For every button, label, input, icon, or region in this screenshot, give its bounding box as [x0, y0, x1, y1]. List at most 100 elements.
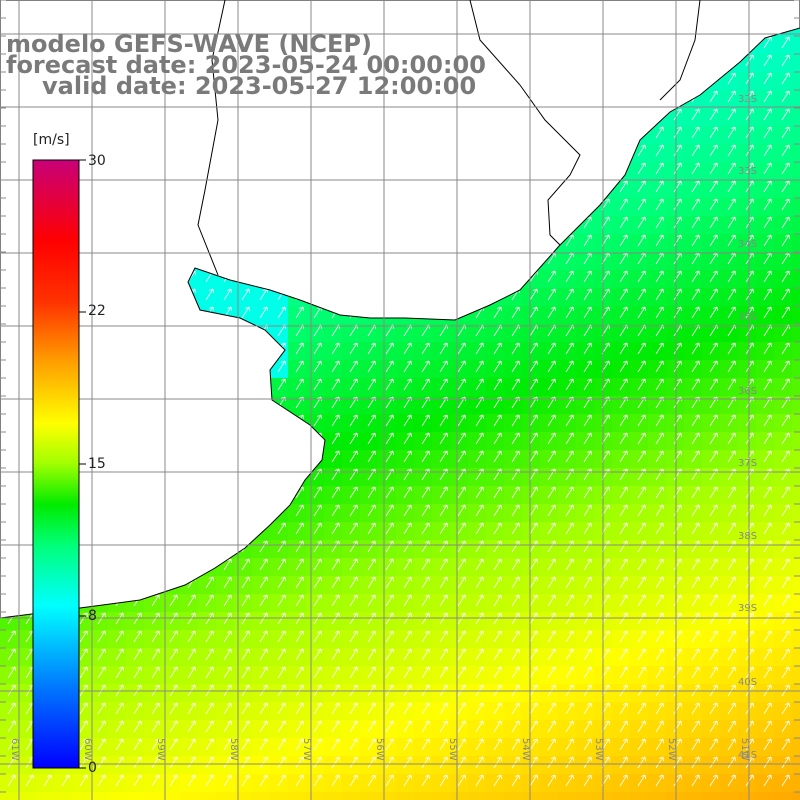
speed-cell: [630, 738, 648, 756]
speed-cell: [144, 792, 162, 800]
speed-cell: [378, 648, 396, 666]
speed-cell: [576, 684, 594, 702]
speed-cell: [576, 774, 594, 792]
wind-arrow: [583, 774, 592, 787]
speed-cell: [558, 684, 576, 702]
speed-cell: [774, 414, 792, 432]
speed-cell: [324, 756, 342, 774]
speed-cell: [486, 396, 504, 414]
speed-cell: [774, 162, 792, 180]
wind-arrow: [241, 738, 250, 751]
speed-cell: [612, 504, 630, 522]
wind-arrow: [547, 666, 556, 679]
wind-arrow: [403, 432, 412, 445]
speed-cell: [666, 360, 684, 378]
speed-cell: [630, 450, 648, 468]
wind-arrow: [547, 360, 556, 373]
speed-cell: [738, 144, 756, 162]
wind-arrow: [529, 576, 538, 589]
speed-cell: [684, 630, 702, 648]
speed-cell: [756, 792, 774, 800]
speed-cell: [702, 792, 720, 800]
speed-cell: [684, 450, 702, 468]
wind-arrow: [511, 774, 520, 787]
wind-arrow: [115, 666, 124, 679]
speed-cell: [630, 576, 648, 594]
speed-cell: [756, 630, 774, 648]
wind-arrow: [619, 594, 628, 607]
speed-cell: [576, 450, 594, 468]
speed-cell: [612, 486, 630, 504]
speed-cell: [270, 594, 288, 612]
speed-cell: [540, 738, 558, 756]
speed-cell: [486, 558, 504, 576]
speed-cell: [360, 630, 378, 648]
wind-arrow: [511, 486, 520, 499]
speed-cell: [792, 288, 800, 306]
speed-cell: [576, 378, 594, 396]
speed-cell: [288, 342, 306, 360]
speed-cell: [666, 180, 684, 198]
wind-arrow: [493, 756, 502, 769]
wind-arrow: [583, 648, 592, 661]
speed-cell: [738, 792, 756, 800]
wind-arrow: [565, 504, 574, 517]
speed-cell: [720, 594, 738, 612]
speed-cell: [684, 270, 702, 288]
speed-cell: [522, 720, 540, 738]
wind-arrow: [529, 414, 538, 427]
speed-cell: [756, 666, 774, 684]
speed-cell: [468, 612, 486, 630]
lon-label-61w: 61W: [9, 738, 20, 761]
speed-cell: [468, 684, 486, 702]
speed-cell: [792, 396, 800, 414]
wind-arrow: [457, 504, 466, 517]
speed-cell: [540, 360, 558, 378]
speed-cell: [360, 612, 378, 630]
speed-cell: [270, 522, 288, 540]
wind-arrow: [439, 504, 448, 517]
speed-cell: [756, 108, 774, 126]
wind-arrow: [241, 756, 250, 769]
speed-cell: [738, 450, 756, 468]
speed-cell: [162, 774, 180, 792]
speed-cell: [270, 738, 288, 756]
wind-arrow: [691, 540, 700, 553]
speed-cell: [630, 216, 648, 234]
wind-arrow: [439, 450, 448, 463]
wind-arrow: [493, 594, 502, 607]
speed-cell: [666, 684, 684, 702]
speed-cell: [324, 396, 342, 414]
wind-arrow: [259, 630, 268, 643]
speed-cell: [576, 666, 594, 684]
wind-arrow: [97, 756, 106, 769]
wind-arrow: [655, 486, 664, 499]
wind-arrow: [529, 630, 538, 643]
speed-cell: [432, 414, 450, 432]
speed-cell: [540, 306, 558, 324]
wind-arrow: [475, 360, 484, 373]
wind-arrow: [439, 360, 448, 373]
speed-cell: [522, 774, 540, 792]
speed-cell: [162, 738, 180, 756]
speed-cell: [198, 594, 216, 612]
speed-cell: [486, 630, 504, 648]
speed-cell: [792, 468, 800, 486]
wind-arrow: [727, 90, 736, 103]
wind-arrow: [547, 504, 556, 517]
wind-arrow: [367, 486, 376, 499]
speed-cell: [324, 324, 342, 342]
wind-arrow: [277, 306, 286, 319]
wind-arrow: [709, 180, 718, 193]
wind-arrow: [673, 360, 682, 373]
wind-arrow: [439, 630, 448, 643]
speed-cell: [756, 342, 774, 360]
wind-arrow: [367, 720, 376, 733]
wind-arrow: [313, 738, 322, 751]
speed-cell: [720, 144, 738, 162]
colorbar-unit: [m/s]: [33, 132, 70, 148]
speed-cell: [774, 288, 792, 306]
speed-cell: [396, 594, 414, 612]
speed-cell: [684, 792, 702, 800]
wind-arrow: [241, 558, 250, 571]
